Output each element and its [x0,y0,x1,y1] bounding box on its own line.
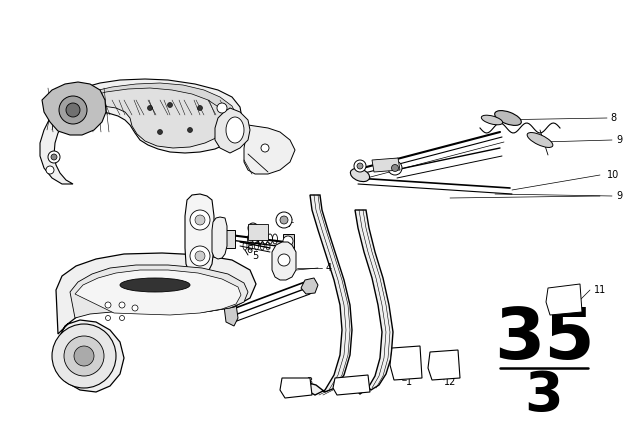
Circle shape [195,251,205,261]
Circle shape [52,324,116,388]
Text: 9: 9 [616,191,622,201]
Polygon shape [72,83,237,144]
Circle shape [388,161,402,175]
Polygon shape [244,125,295,174]
Circle shape [120,315,125,320]
Text: 7: 7 [286,219,292,229]
Polygon shape [56,253,256,392]
Circle shape [278,254,290,266]
Polygon shape [352,210,393,394]
Polygon shape [428,350,460,380]
Circle shape [190,210,210,230]
Polygon shape [212,217,227,259]
Circle shape [250,228,255,233]
Polygon shape [185,194,214,276]
Text: 12: 12 [444,377,456,387]
Text: 35: 35 [493,306,595,375]
Circle shape [132,305,138,311]
Polygon shape [298,195,352,395]
Circle shape [190,246,210,266]
Ellipse shape [481,115,502,125]
Circle shape [188,128,193,133]
Circle shape [147,105,152,111]
Polygon shape [75,270,241,315]
Text: 6: 6 [246,245,252,255]
Ellipse shape [350,168,370,181]
Circle shape [195,215,205,225]
Circle shape [354,160,366,172]
Circle shape [217,103,227,113]
Text: 8: 8 [610,113,616,123]
Circle shape [198,105,202,111]
Circle shape [248,223,258,233]
Polygon shape [248,224,268,240]
Polygon shape [280,378,312,398]
Text: 4: 4 [326,263,332,273]
Circle shape [283,236,293,246]
Polygon shape [546,284,582,315]
Circle shape [280,216,288,224]
Polygon shape [390,346,422,380]
Polygon shape [224,300,238,326]
Circle shape [392,164,399,172]
Circle shape [276,212,292,228]
Polygon shape [301,278,318,294]
Polygon shape [283,234,294,248]
Polygon shape [225,230,235,248]
Circle shape [105,302,111,308]
Text: 1: 1 [406,377,412,387]
Circle shape [48,151,60,163]
Polygon shape [42,82,106,135]
Polygon shape [70,86,230,148]
Circle shape [168,103,173,108]
Circle shape [261,144,269,152]
Text: 5: 5 [252,251,259,261]
Text: 3: 3 [525,369,563,423]
Text: 2: 2 [360,377,366,387]
Text: 5: 5 [252,231,259,241]
Polygon shape [272,242,296,280]
Circle shape [119,302,125,308]
Circle shape [59,96,87,124]
Ellipse shape [120,278,190,292]
Circle shape [157,129,163,134]
Text: 10: 10 [607,170,620,180]
Polygon shape [215,108,250,153]
Ellipse shape [495,111,522,125]
Circle shape [106,315,111,320]
Text: 3: 3 [306,377,312,387]
Circle shape [357,163,363,169]
Polygon shape [333,375,370,395]
Ellipse shape [527,133,553,147]
Text: 11: 11 [594,285,606,295]
Circle shape [51,154,57,160]
Polygon shape [372,158,400,172]
Circle shape [66,103,80,117]
Ellipse shape [226,117,244,143]
Polygon shape [40,79,242,184]
Circle shape [64,336,104,376]
Polygon shape [70,265,248,318]
Circle shape [74,346,94,366]
Circle shape [46,166,54,174]
Text: 9: 9 [616,135,622,145]
